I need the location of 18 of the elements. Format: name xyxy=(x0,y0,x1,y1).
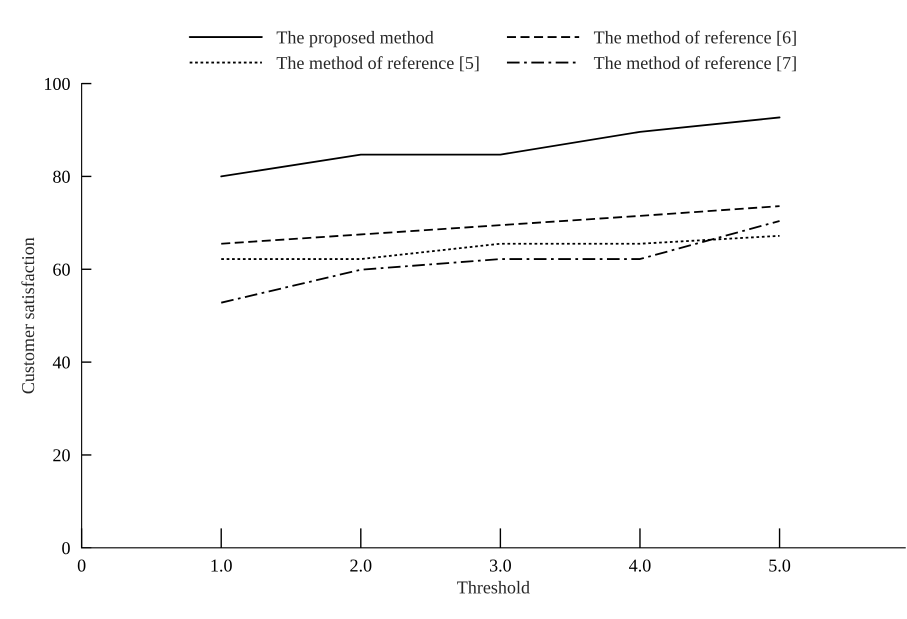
y-tick-label: 80 xyxy=(53,170,70,183)
legend-label: The method of reference [5] xyxy=(276,56,479,72)
legend-label: The proposed method xyxy=(276,30,434,48)
y-tick-label: 40 xyxy=(52,356,70,369)
x-tick-label: 2.0 xyxy=(350,559,372,572)
y-tick-label: 0 xyxy=(62,542,70,554)
y-tick-label: 100 xyxy=(45,78,70,90)
x-tick-label: 4.0 xyxy=(629,559,651,572)
x-tick-label: 1.0 xyxy=(212,559,232,572)
x-tick-label: 0 xyxy=(78,559,86,572)
legend-label: The method of reference [6] xyxy=(594,30,796,46)
x-tick-label: 3.0 xyxy=(490,559,511,572)
x-axis-title: Threshold xyxy=(457,580,530,594)
y-axis-title: Customer satisfaction xyxy=(21,237,34,394)
x-tick-label: 5.0 xyxy=(769,559,790,572)
y-tick-label: 60 xyxy=(53,264,70,276)
y-tick-label: 20 xyxy=(53,449,70,462)
legend-label: The method of reference [7] xyxy=(594,56,796,72)
